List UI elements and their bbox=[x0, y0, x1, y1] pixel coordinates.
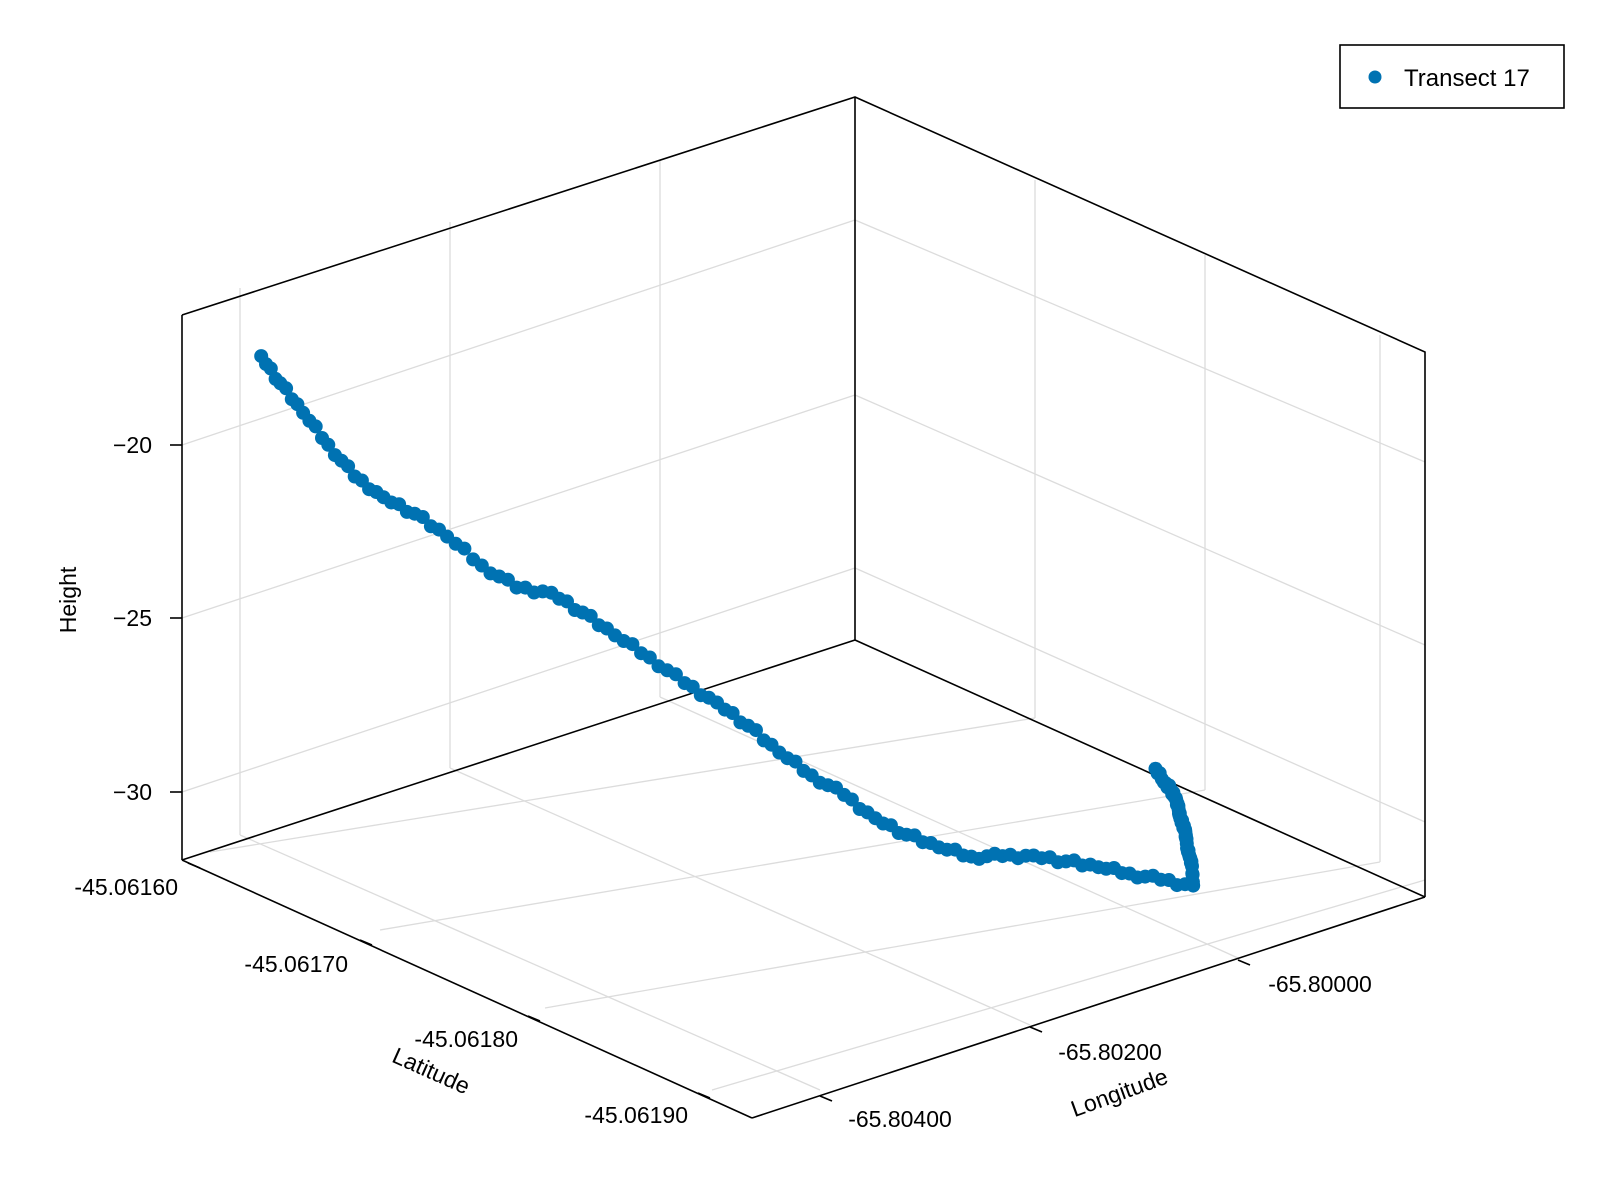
y-tick-label: -45.06190 bbox=[584, 1102, 688, 1128]
legend-label: Transect 17 bbox=[1404, 65, 1530, 92]
data-point bbox=[1150, 766, 1165, 781]
data-point bbox=[860, 805, 875, 820]
grid-lines bbox=[181, 100, 1426, 1091]
data-point bbox=[599, 621, 614, 636]
data-point bbox=[788, 754, 803, 769]
data-point bbox=[733, 715, 748, 730]
data-point bbox=[567, 603, 582, 617]
y-tick-label: -45.06160 bbox=[74, 874, 178, 900]
data-point bbox=[1083, 857, 1098, 872]
axis-ticks bbox=[170, 444, 1251, 1102]
data-point bbox=[796, 763, 811, 778]
data-point bbox=[1050, 855, 1065, 870]
z-tick-label: −20 bbox=[113, 432, 152, 458]
data-point bbox=[308, 419, 323, 434]
data-point bbox=[290, 397, 305, 412]
data-point bbox=[625, 637, 640, 652]
z-tick-label: −25 bbox=[113, 605, 152, 631]
x-tick-label: -65.80400 bbox=[848, 1106, 952, 1132]
data-point bbox=[668, 667, 683, 682]
data-point bbox=[500, 572, 515, 587]
data-point bbox=[1018, 848, 1033, 863]
data-point bbox=[415, 510, 430, 524]
data-point bbox=[1146, 868, 1160, 883]
data-point bbox=[341, 459, 356, 474]
data-point bbox=[369, 485, 384, 499]
y-tick-label: -45.06170 bbox=[244, 951, 348, 977]
legend-marker bbox=[1368, 70, 1382, 84]
data-point bbox=[725, 706, 740, 720]
data-point bbox=[701, 690, 716, 705]
data-point bbox=[279, 381, 294, 396]
x-tick-labels: -65.80400 -65.80200 -65.80000 bbox=[848, 971, 1372, 1132]
data-point bbox=[764, 737, 779, 752]
legend: Transect 17 bbox=[1339, 44, 1565, 109]
z-axis-title: Height bbox=[55, 566, 81, 633]
y-tick-labels: -45.06160 -45.06170 -45.06180 -45.06190 bbox=[74, 874, 688, 1128]
data-point bbox=[829, 780, 843, 795]
x-tick-label: -65.80000 bbox=[1268, 971, 1372, 997]
x-axis-title: Longitude bbox=[1067, 1063, 1171, 1122]
data-point bbox=[923, 836, 938, 850]
data-point bbox=[315, 431, 329, 445]
z-tick-label: −30 bbox=[113, 779, 152, 805]
y-tick-label: -45.06180 bbox=[414, 1026, 518, 1052]
z-tick-labels: −20 −25 −30 bbox=[113, 432, 152, 805]
data-point bbox=[749, 723, 763, 738]
data-point bbox=[268, 371, 283, 386]
data-point bbox=[956, 848, 971, 863]
scatter-points bbox=[254, 349, 1201, 893]
data-point bbox=[891, 826, 906, 840]
data-point bbox=[634, 646, 649, 661]
x-tick-label: -65.80200 bbox=[1058, 1039, 1162, 1065]
data-point bbox=[457, 541, 472, 556]
data-point bbox=[583, 608, 598, 623]
data-point bbox=[432, 522, 446, 537]
axes-frame bbox=[181, 96, 1426, 1119]
data-point bbox=[987, 846, 1002, 861]
data-point bbox=[263, 361, 278, 376]
data-point bbox=[844, 792, 859, 807]
data-point bbox=[1114, 866, 1129, 881]
data-point bbox=[1185, 866, 1200, 881]
data-point bbox=[466, 552, 481, 567]
data-point bbox=[399, 504, 414, 519]
data-point bbox=[535, 584, 550, 599]
